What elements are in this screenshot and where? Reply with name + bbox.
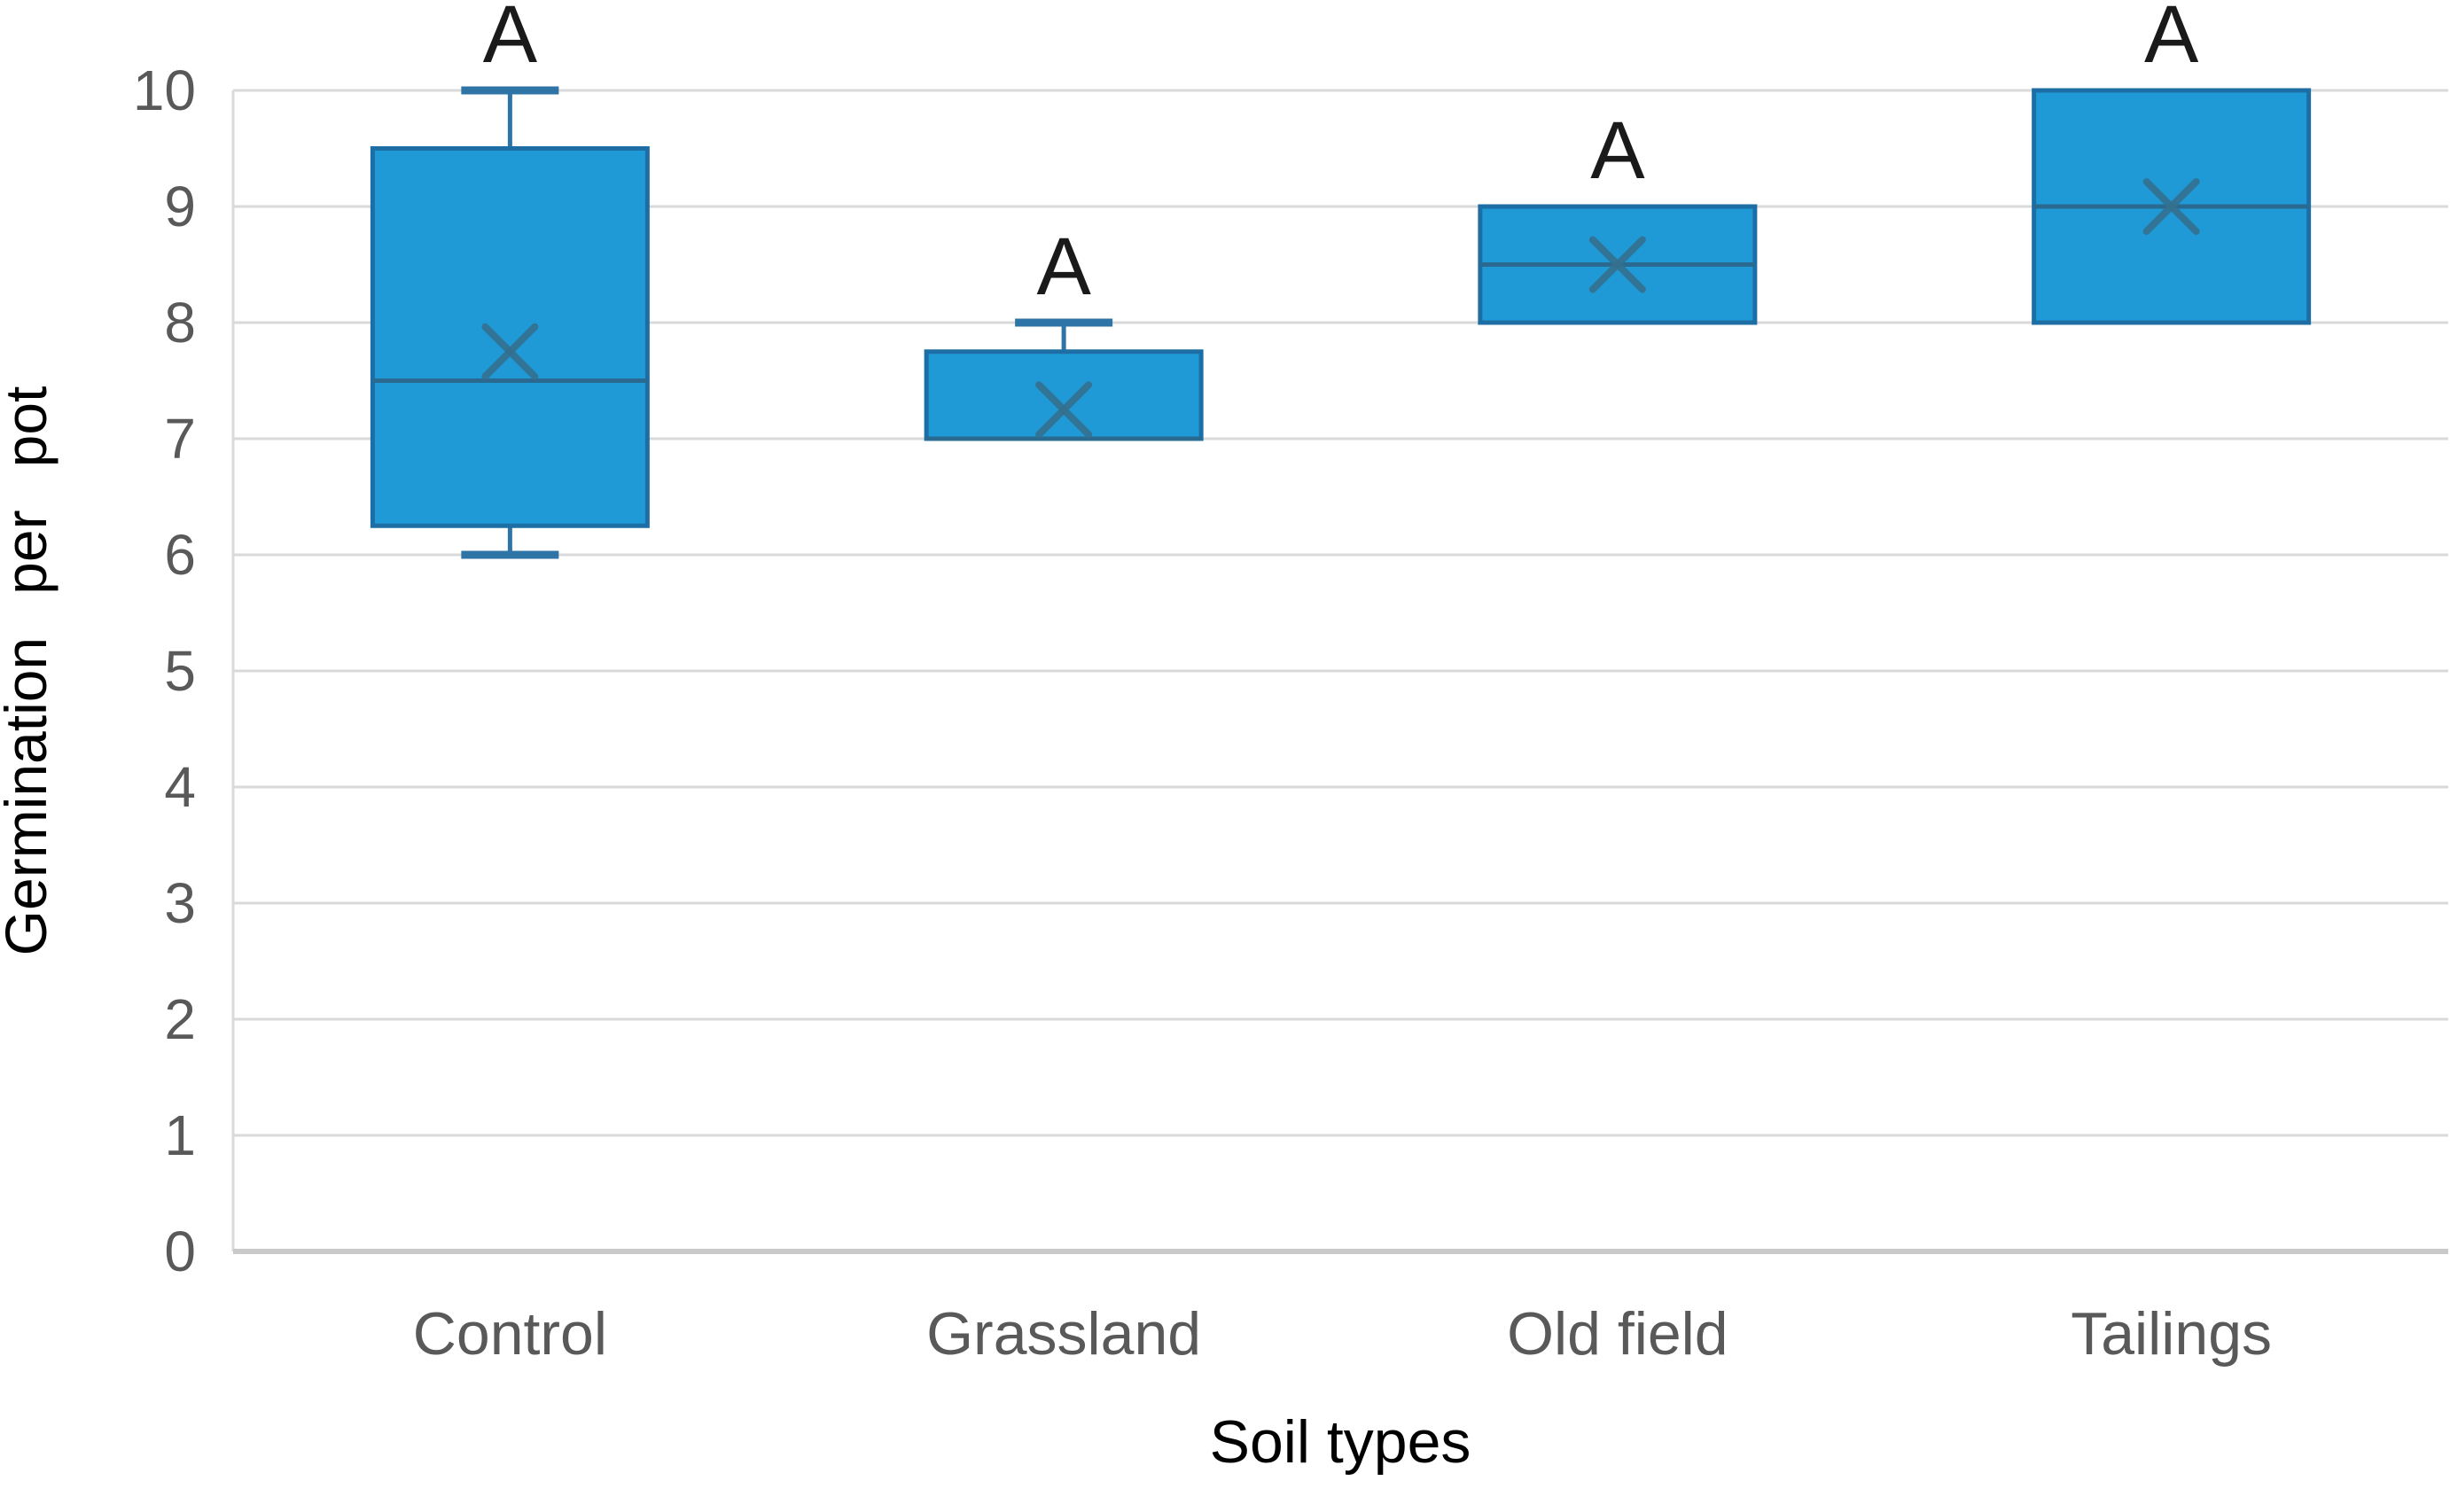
y-tick-label: 7 bbox=[164, 407, 196, 471]
y-tick-label: 1 bbox=[164, 1103, 196, 1167]
y-tick-label: 0 bbox=[164, 1220, 196, 1283]
x-category-label: Control bbox=[413, 1300, 607, 1368]
x-axis-title: Soil types bbox=[1210, 1408, 1471, 1476]
y-tick-label: 4 bbox=[164, 755, 196, 819]
box-control bbox=[370, 146, 650, 528]
significance-label-control: A bbox=[483, 0, 538, 80]
mean-marker-control bbox=[481, 323, 539, 380]
mean-marker-grassland bbox=[1035, 381, 1093, 439]
x-category-label: Tailings bbox=[2071, 1300, 2272, 1368]
mean-marker-tailings bbox=[2142, 178, 2200, 235]
significance-label-old-field: A bbox=[1590, 105, 1645, 196]
y-tick-label: 2 bbox=[164, 987, 196, 1051]
plot-area bbox=[370, 86, 2312, 559]
y-axis-title: Germination per pot bbox=[0, 386, 59, 956]
x-category-label: Grassland bbox=[926, 1300, 1201, 1368]
y-tick-label: 10 bbox=[133, 58, 196, 122]
significance-label-tailings: A bbox=[2144, 0, 2199, 80]
y-tick-label: 5 bbox=[164, 639, 196, 703]
y-tick-label: 9 bbox=[164, 175, 196, 238]
y-tick-label: 3 bbox=[164, 871, 196, 935]
mean-marker-old-field bbox=[1588, 236, 1646, 293]
y-tick-label: 8 bbox=[164, 291, 196, 355]
y-tick-label: 6 bbox=[164, 523, 196, 587]
x-category-label: Old field bbox=[1507, 1300, 1728, 1368]
box-grassland bbox=[924, 349, 1204, 441]
axis-label-layer: 0 1 2 3 4 5 6 7 8 9 10 Control Grassland Old field Tai… bbox=[133, 0, 2272, 1368]
significance-label-grassland: A bbox=[1036, 222, 1091, 312]
